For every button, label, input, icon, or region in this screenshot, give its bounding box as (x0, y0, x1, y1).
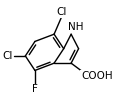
Text: F: F (32, 84, 38, 94)
Text: Cl: Cl (56, 7, 67, 17)
Text: COOH: COOH (81, 71, 112, 81)
Text: NH: NH (68, 22, 83, 32)
Text: Cl: Cl (2, 51, 12, 61)
